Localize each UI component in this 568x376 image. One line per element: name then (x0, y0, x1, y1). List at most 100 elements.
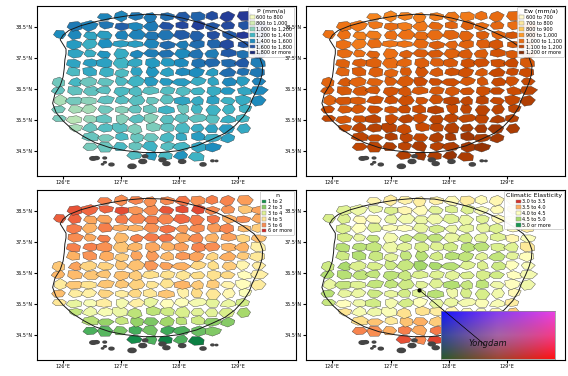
Polygon shape (142, 326, 157, 335)
Polygon shape (519, 68, 534, 78)
Polygon shape (191, 105, 203, 114)
Polygon shape (206, 68, 218, 76)
Polygon shape (143, 133, 159, 142)
Polygon shape (66, 68, 80, 76)
Polygon shape (161, 122, 174, 132)
Polygon shape (445, 68, 460, 76)
Polygon shape (335, 97, 354, 105)
Polygon shape (207, 31, 220, 40)
Polygon shape (127, 260, 145, 271)
Polygon shape (461, 326, 476, 337)
Polygon shape (520, 96, 536, 106)
Polygon shape (460, 308, 474, 316)
Polygon shape (427, 290, 444, 298)
Polygon shape (222, 215, 236, 224)
Polygon shape (128, 12, 144, 20)
Polygon shape (444, 96, 460, 105)
Polygon shape (382, 242, 399, 252)
Polygon shape (239, 21, 253, 30)
Polygon shape (189, 251, 204, 262)
Polygon shape (83, 143, 98, 151)
Polygon shape (250, 270, 268, 279)
Polygon shape (52, 115, 66, 122)
Polygon shape (350, 205, 368, 216)
Polygon shape (250, 241, 265, 252)
Polygon shape (66, 40, 82, 50)
Polygon shape (83, 67, 97, 76)
Polygon shape (113, 242, 130, 252)
Polygon shape (173, 151, 187, 160)
Polygon shape (488, 125, 504, 133)
Polygon shape (237, 271, 252, 279)
Polygon shape (430, 326, 445, 335)
Circle shape (480, 344, 483, 346)
Polygon shape (127, 152, 142, 159)
Polygon shape (112, 306, 127, 317)
Polygon shape (158, 206, 174, 214)
Polygon shape (400, 133, 413, 143)
Polygon shape (190, 196, 205, 206)
Polygon shape (83, 116, 98, 122)
Polygon shape (207, 224, 222, 232)
Polygon shape (507, 41, 520, 48)
Polygon shape (414, 297, 428, 308)
Polygon shape (51, 270, 65, 279)
Polygon shape (96, 299, 112, 307)
Polygon shape (97, 308, 114, 316)
Polygon shape (189, 67, 204, 78)
Polygon shape (128, 206, 143, 215)
Polygon shape (82, 223, 97, 234)
Polygon shape (508, 104, 521, 113)
Polygon shape (335, 300, 351, 308)
Polygon shape (336, 252, 349, 260)
Polygon shape (507, 271, 521, 279)
Polygon shape (98, 223, 113, 232)
Polygon shape (176, 205, 188, 213)
Polygon shape (115, 106, 128, 114)
Polygon shape (160, 67, 174, 77)
Polygon shape (160, 115, 174, 124)
Polygon shape (458, 215, 474, 226)
Polygon shape (54, 279, 67, 290)
Polygon shape (444, 233, 460, 243)
Polygon shape (174, 123, 190, 133)
Polygon shape (520, 270, 538, 279)
Polygon shape (82, 316, 99, 325)
Polygon shape (234, 242, 249, 251)
Polygon shape (82, 132, 99, 141)
Polygon shape (174, 306, 190, 317)
Polygon shape (146, 251, 159, 261)
Polygon shape (173, 326, 190, 335)
Polygon shape (429, 197, 444, 205)
Polygon shape (190, 77, 206, 86)
Polygon shape (128, 299, 145, 308)
Polygon shape (490, 281, 505, 289)
Polygon shape (366, 198, 381, 205)
Polygon shape (491, 262, 507, 270)
Polygon shape (251, 214, 269, 223)
Circle shape (428, 158, 435, 162)
Circle shape (359, 157, 366, 160)
Polygon shape (205, 206, 220, 215)
Polygon shape (398, 206, 412, 215)
Polygon shape (352, 143, 367, 151)
Polygon shape (460, 105, 472, 114)
Polygon shape (489, 11, 504, 22)
Polygon shape (506, 261, 519, 271)
Polygon shape (475, 11, 487, 20)
Polygon shape (97, 241, 112, 252)
Polygon shape (505, 279, 520, 290)
Polygon shape (429, 67, 443, 77)
Polygon shape (158, 290, 175, 298)
Polygon shape (490, 21, 504, 29)
Polygon shape (460, 196, 475, 206)
Polygon shape (188, 233, 203, 243)
Polygon shape (476, 86, 490, 97)
Polygon shape (323, 214, 335, 223)
Polygon shape (220, 97, 235, 105)
Polygon shape (68, 233, 84, 242)
Polygon shape (476, 95, 488, 105)
Polygon shape (427, 30, 444, 40)
Polygon shape (415, 58, 429, 68)
Circle shape (178, 344, 186, 347)
